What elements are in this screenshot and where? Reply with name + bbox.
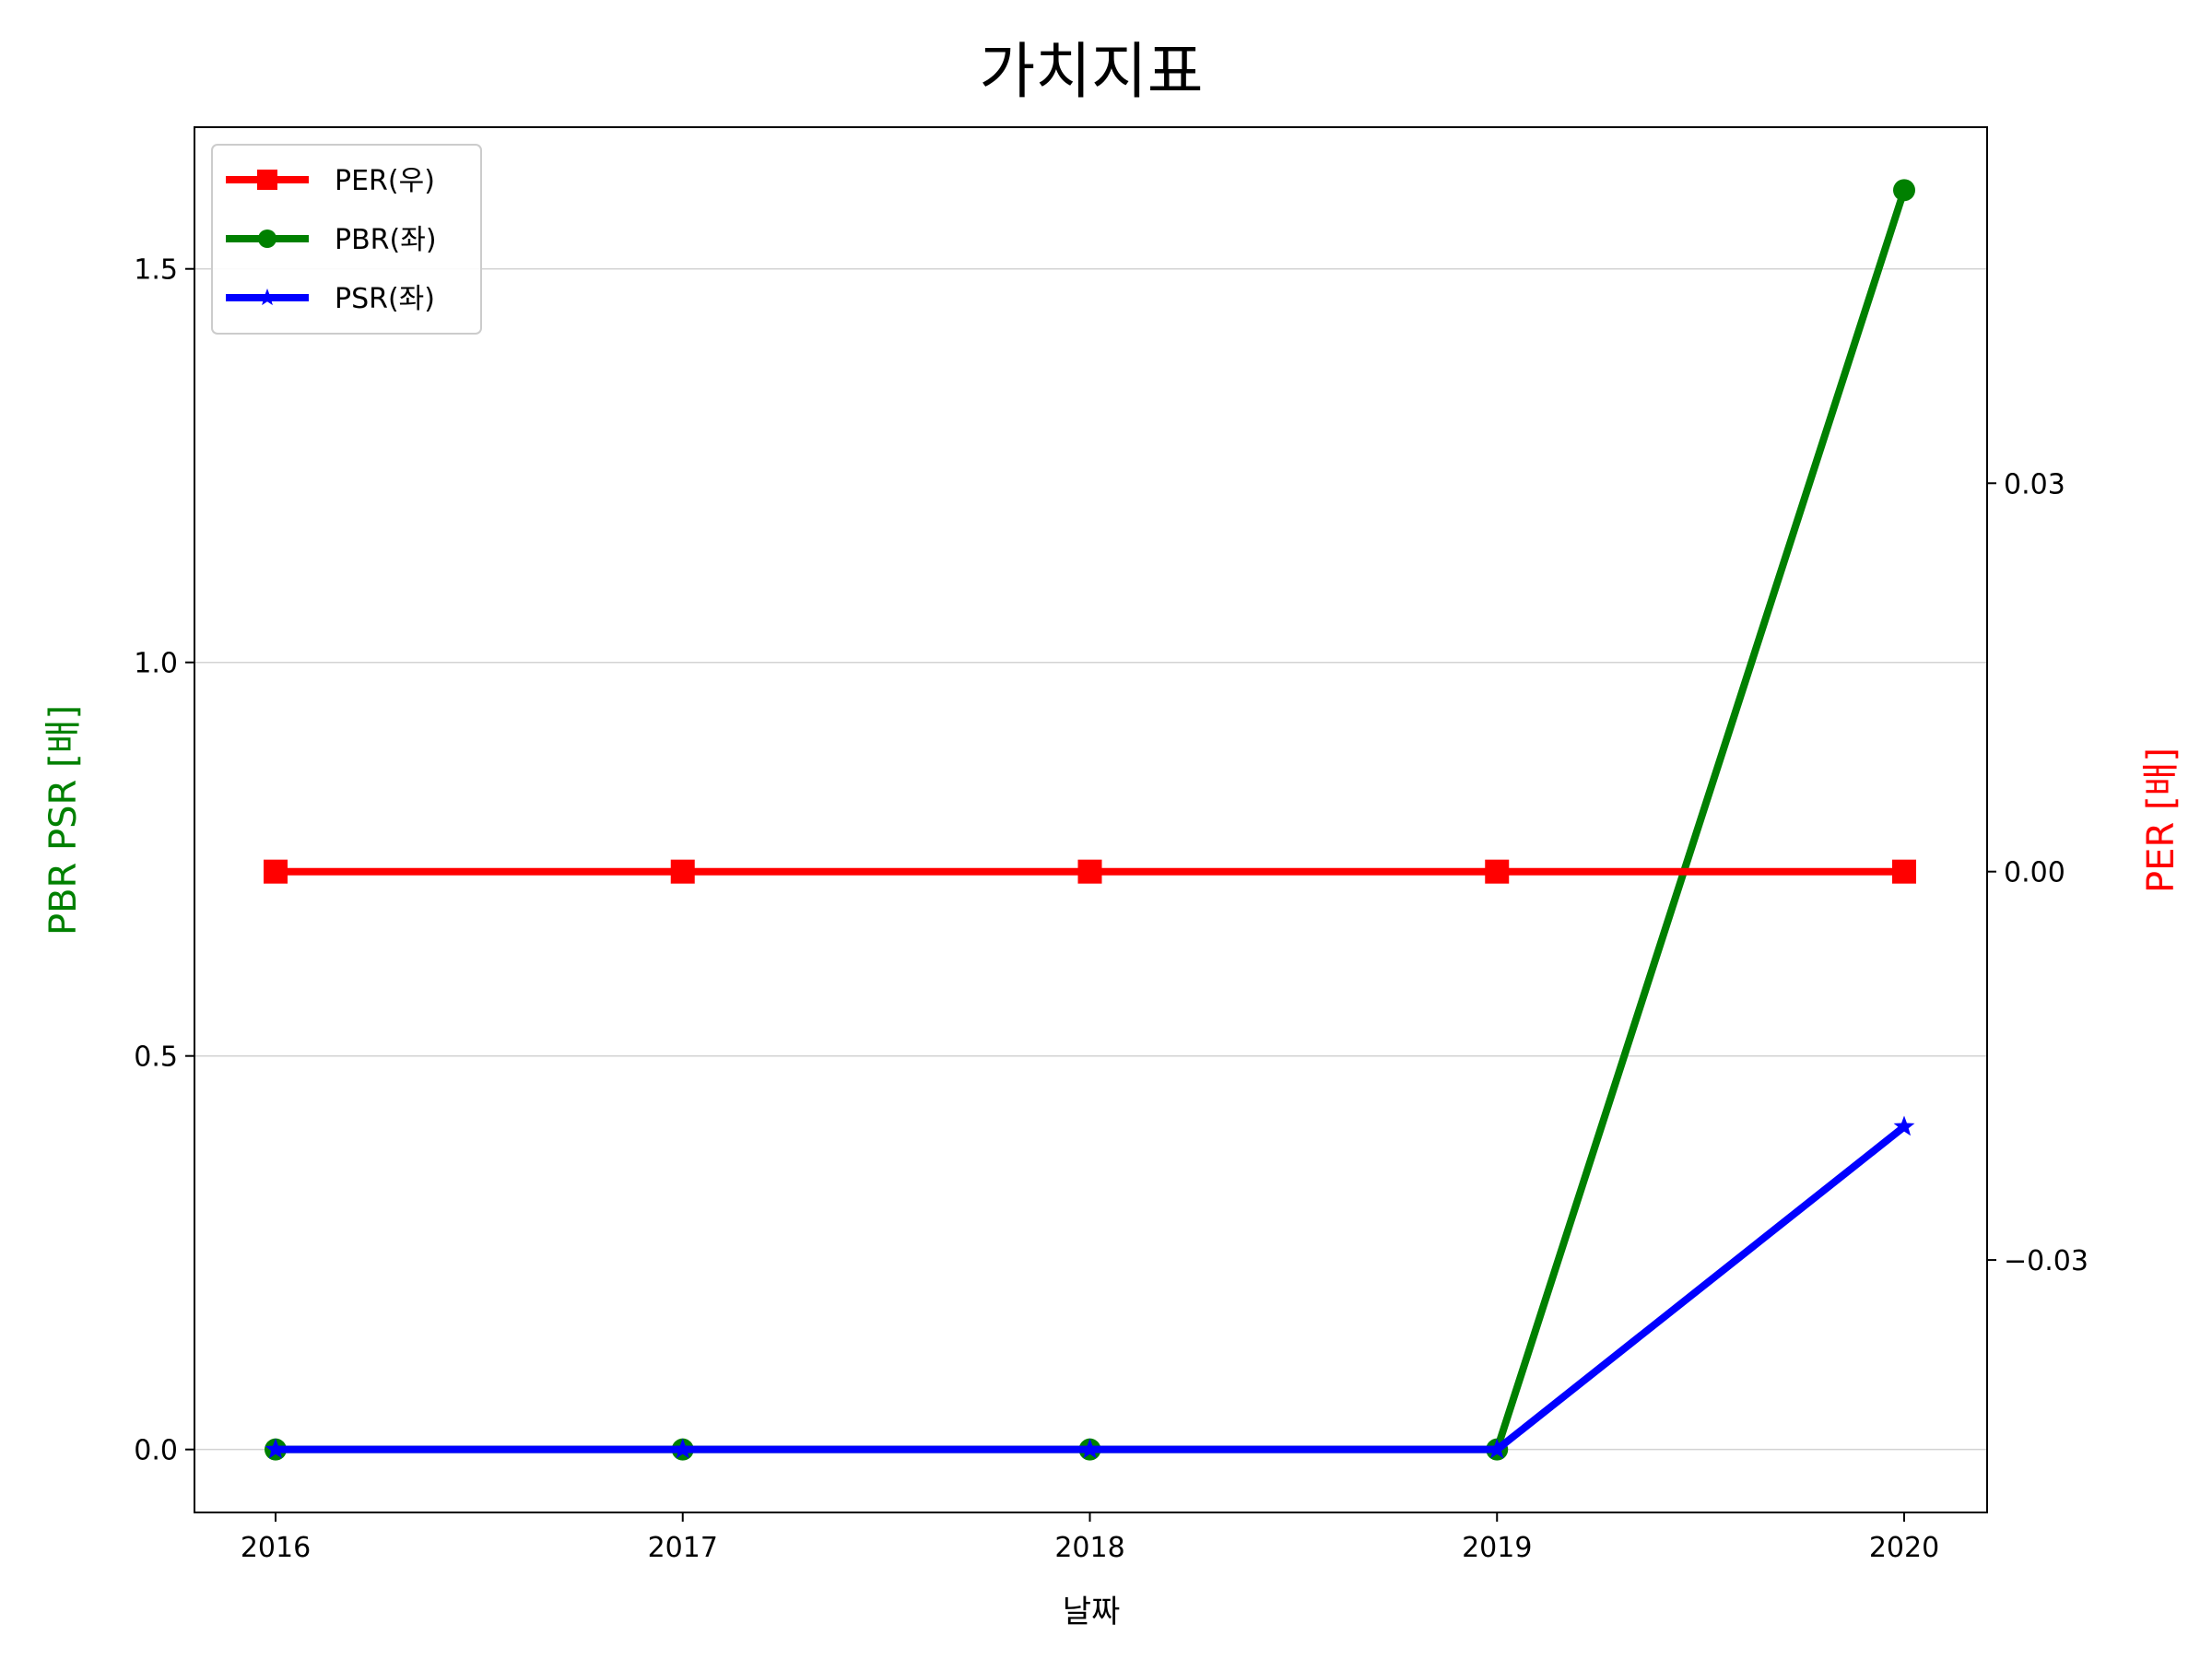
x-tick-label: 2016 (241, 1532, 311, 1564)
y-right-tick-label: 0.00 (2004, 857, 2065, 889)
data-point (1486, 1438, 1508, 1459)
series-line (276, 189, 1908, 1453)
plot-frame (194, 126, 1988, 1513)
series-PBR(좌) (265, 179, 1915, 1461)
y-left-tick-label: 0.5 (134, 1041, 178, 1074)
chart-title: 가치지표 (980, 36, 1204, 107)
legend-label: PSR(좌) (335, 283, 435, 315)
y-right-tick-label: −0.03 (2004, 1245, 2088, 1277)
y-left-tick-label: 1.0 (134, 648, 178, 680)
y-left-tick-label: 0.0 (134, 1435, 178, 1467)
x-tick-label: 2019 (1462, 1532, 1532, 1564)
y-axis-right-label: PER [배] (2140, 747, 2183, 893)
legend-item: PSR(좌) (226, 283, 435, 315)
legend-item: PBR(좌) (226, 224, 437, 256)
legend-label: PER(우) (335, 165, 435, 197)
x-axis-label: 날짜 (1063, 1594, 1121, 1630)
legend-item: PER(우) (226, 165, 435, 197)
series-line (276, 1124, 1907, 1453)
legend-marker (257, 170, 277, 190)
x-tick-label: 2017 (648, 1532, 718, 1564)
data-point (264, 859, 288, 884)
data-point (670, 859, 695, 884)
legend-box (211, 144, 482, 335)
x-tick-label: 2020 (1869, 1532, 1939, 1564)
series-PER(우) (264, 859, 1916, 884)
y-axis-right: −0.03 0.00 0.03 (1987, 468, 2088, 1277)
data-point (1893, 1115, 1915, 1136)
data-point (1079, 1438, 1100, 1459)
x-tick-label: 2018 (1054, 1532, 1124, 1564)
legend-marker (258, 288, 276, 306)
y-left-tick-label: 1.5 (134, 254, 178, 287)
y-axis-left: 0.0 0.5 1.0 1.5 (134, 254, 194, 1467)
legend-marker (258, 229, 276, 248)
y-axis-left-label: PBR PSR [배] (42, 705, 85, 935)
y-right-tick-label: 0.03 (2004, 468, 2065, 500)
series-layer (264, 179, 1916, 1461)
data-point (1485, 859, 1510, 884)
data-point (1077, 859, 1102, 884)
data-point (1892, 859, 1916, 884)
data-point (1893, 179, 1915, 202)
series-PSR(좌) (265, 1115, 1915, 1459)
legend-label: PBR(좌) (335, 224, 437, 256)
data-point (265, 1438, 287, 1459)
legend: PER(우) PBR(좌) PSR(좌) (211, 144, 482, 335)
data-point (672, 1438, 694, 1459)
x-axis: 2016 2017 2018 2019 2020 (241, 1512, 1939, 1564)
